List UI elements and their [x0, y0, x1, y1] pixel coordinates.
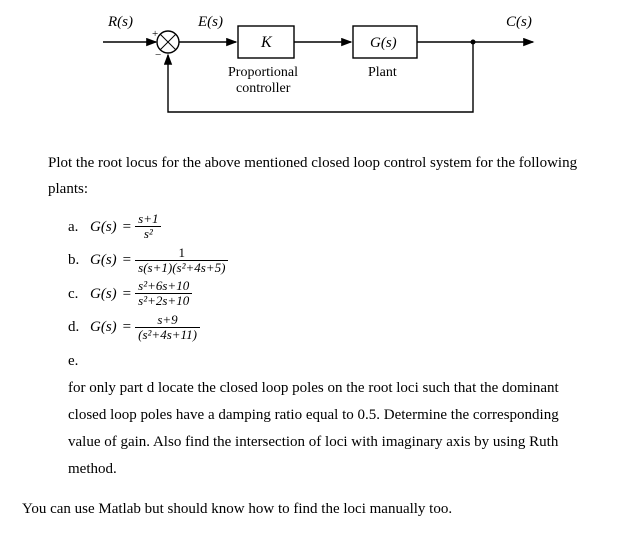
- num-b: 1: [135, 246, 228, 261]
- letter-c: c.: [68, 280, 90, 309]
- frac-c: s²+6s+10 s²+2s+10: [135, 279, 192, 309]
- feedback-path: [168, 42, 473, 112]
- label-controller-1: Proportional: [228, 65, 298, 80]
- plant-a: a. G(s) = s+1 s²: [68, 212, 607, 242]
- letter-e: e.: [68, 348, 90, 375]
- eq-b: =: [123, 246, 131, 275]
- plant-b: b. G(s) = 1 s(s+1)(s²+4s+5): [68, 246, 607, 276]
- plant-c: c. G(s) = s²+6s+10 s²+2s+10: [68, 279, 607, 309]
- eq-a: =: [123, 213, 131, 242]
- block-G-text: G(s): [370, 35, 397, 51]
- label-R: R(s): [107, 14, 133, 30]
- gs-d: G(s): [90, 313, 117, 342]
- gs-c: G(s): [90, 280, 117, 309]
- den-d: (s²+4s+11): [135, 328, 200, 342]
- sum-minus: −: [155, 49, 161, 61]
- letter-d: d.: [68, 313, 90, 342]
- gs-b: G(s): [90, 246, 117, 275]
- num-c: s²+6s+10: [135, 279, 192, 294]
- block-K-text: K: [260, 34, 273, 51]
- letter-b: b.: [68, 246, 90, 275]
- footer-note: You can use Matlab but should know how t…: [22, 497, 607, 521]
- frac-a: s+1 s²: [135, 212, 161, 242]
- den-c: s²+2s+10: [135, 294, 192, 308]
- label-controller-2: controller: [236, 81, 291, 96]
- plant-d: d. G(s) = s+9 (s²+4s+11): [68, 313, 607, 343]
- frac-d: s+9 (s²+4s+11): [135, 313, 200, 343]
- frac-b: 1 s(s+1)(s²+4s+5): [135, 246, 228, 276]
- block-diagram: R(s) + − E(s) K G(s) C(s): [18, 12, 607, 137]
- part-e: e. for only part d locate the closed loo…: [68, 348, 607, 483]
- label-plant: Plant: [368, 65, 397, 80]
- plants-list: a. G(s) = s+1 s² b. G(s) = 1 s(s+1)(s²+4…: [68, 212, 607, 342]
- den-b: s(s+1)(s²+4s+5): [135, 261, 228, 275]
- num-d: s+9: [135, 313, 200, 328]
- control-loop-svg: R(s) + − E(s) K G(s) C(s): [78, 12, 558, 132]
- label-C: C(s): [506, 14, 532, 30]
- eq-c: =: [123, 280, 131, 309]
- label-E: E(s): [197, 14, 223, 30]
- text-e: for only part d locate the closed loop p…: [68, 375, 588, 483]
- eq-d: =: [123, 313, 131, 342]
- den-a: s²: [135, 227, 161, 241]
- num-a: s+1: [135, 212, 161, 227]
- sum-plus: +: [152, 28, 158, 40]
- gs-a: G(s): [90, 213, 117, 242]
- prompt-text: Plot the root locus for the above mentio…: [48, 151, 607, 202]
- letter-a: a.: [68, 213, 90, 242]
